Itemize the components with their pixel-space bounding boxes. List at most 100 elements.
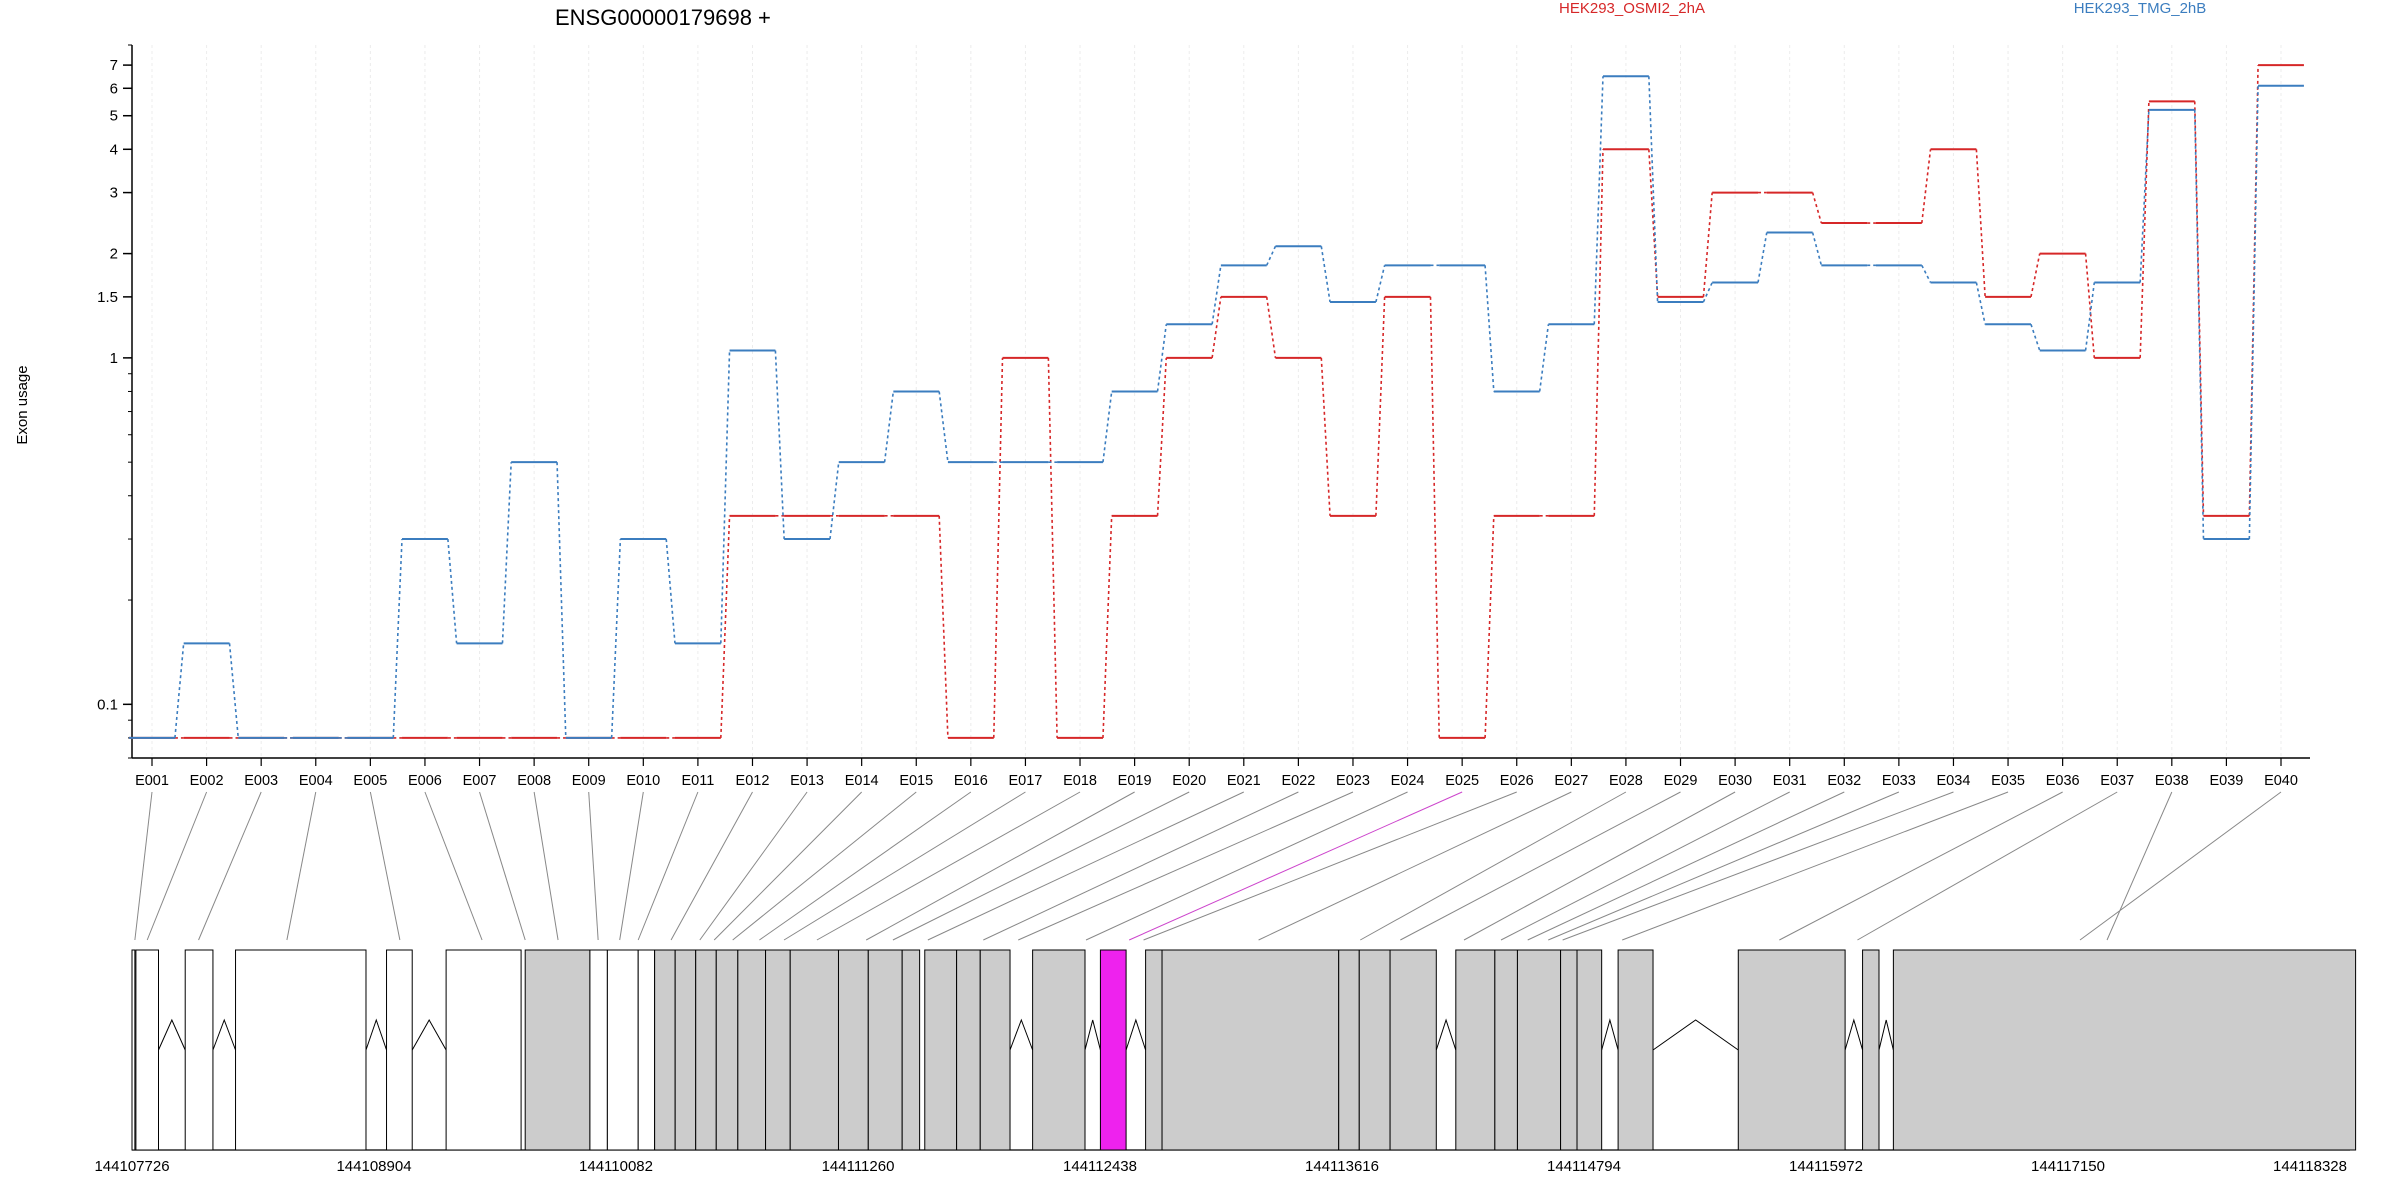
exon-connector bbox=[146, 791, 208, 941]
x-tick-label: E032 bbox=[1827, 773, 1861, 789]
exon-block bbox=[715, 949, 739, 1151]
exon-connector bbox=[1500, 791, 1790, 941]
exon-connector bbox=[1779, 791, 2063, 941]
x-tick-label: E007 bbox=[463, 773, 497, 789]
exon-connector bbox=[1128, 791, 1463, 941]
series-connector bbox=[1429, 296, 1441, 738]
x-tick-label: E015 bbox=[899, 773, 933, 789]
series-connector bbox=[2030, 324, 2041, 351]
series-connector bbox=[2030, 253, 2041, 298]
exon-block bbox=[637, 949, 656, 1151]
x-tick-label: E025 bbox=[1445, 773, 1479, 789]
exon-connector bbox=[1857, 791, 2118, 941]
y-tick-label: 5 bbox=[110, 108, 118, 125]
exon-connector bbox=[1562, 791, 1954, 941]
series-connector bbox=[1757, 232, 1768, 283]
exon-block bbox=[901, 949, 921, 1151]
series-connector bbox=[1593, 76, 1604, 325]
exon-connector bbox=[198, 791, 262, 941]
exon-connector bbox=[865, 791, 1135, 941]
exon-block bbox=[1576, 949, 1603, 1151]
series-connector bbox=[992, 357, 1004, 738]
x-tick-label: E010 bbox=[626, 773, 660, 789]
exon-block bbox=[867, 949, 903, 1151]
x-tick-label: E001 bbox=[135, 773, 169, 789]
series-connector bbox=[1648, 149, 1659, 297]
exon-connector bbox=[1527, 791, 1845, 941]
series-connector bbox=[1156, 324, 1168, 392]
x-tick-label: E012 bbox=[736, 773, 770, 789]
y-tick-label: 1.5 bbox=[97, 289, 118, 306]
series-connector bbox=[447, 538, 458, 644]
series-connector bbox=[1375, 296, 1386, 516]
exon-block bbox=[1560, 949, 1578, 1151]
exon-block bbox=[589, 949, 608, 1151]
exon-connector bbox=[783, 791, 1026, 941]
x-tick-label: E011 bbox=[681, 773, 714, 789]
exon-block bbox=[1737, 949, 1846, 1151]
exon-connector bbox=[759, 791, 972, 941]
series-connector bbox=[1484, 515, 1495, 738]
series-connector bbox=[1047, 357, 1058, 738]
x-tick-label: E006 bbox=[408, 773, 442, 789]
x-tick-label: E004 bbox=[299, 773, 333, 789]
series-connector bbox=[1102, 391, 1113, 463]
exon-connector bbox=[1463, 791, 1736, 941]
exon-connector bbox=[1143, 791, 1517, 941]
genomic-tick-label: 144118328 bbox=[2273, 1158, 2347, 1175]
genomic-tick-label: 144115972 bbox=[1789, 1158, 1863, 1175]
x-tick-label: E039 bbox=[2209, 773, 2243, 789]
exon-block bbox=[184, 949, 214, 1151]
exon-block bbox=[695, 949, 717, 1151]
exon-connector bbox=[983, 791, 1299, 941]
exon-block bbox=[1455, 949, 1496, 1151]
intron-line bbox=[1084, 1019, 1101, 1051]
genomic-tick-label: 144108904 bbox=[336, 1158, 411, 1175]
x-tick-label: E038 bbox=[2155, 773, 2189, 789]
series-connector bbox=[1211, 296, 1222, 358]
series-connector bbox=[1265, 296, 1277, 358]
intron-line bbox=[1435, 1018, 1457, 1051]
series-connector bbox=[774, 350, 785, 540]
exon-connector bbox=[369, 791, 401, 941]
x-tick-label: E040 bbox=[2264, 773, 2298, 789]
x-tick-label: E023 bbox=[1336, 773, 1370, 789]
exon-connector bbox=[619, 791, 644, 941]
exon-connector bbox=[533, 791, 559, 941]
series-connector bbox=[610, 538, 622, 738]
series-connector bbox=[1538, 324, 1550, 392]
series-connector bbox=[1648, 76, 1659, 303]
x-tick-label: E002 bbox=[190, 773, 224, 789]
series-connector bbox=[1593, 149, 1604, 516]
x-tick-label: E019 bbox=[1118, 773, 1152, 789]
series-connector bbox=[1702, 192, 1713, 297]
series-connector bbox=[1375, 265, 1386, 303]
exon-connector bbox=[1085, 791, 1408, 941]
x-tick-label: E030 bbox=[1718, 773, 1752, 789]
exon-connector bbox=[424, 791, 483, 941]
x-tick-label: E003 bbox=[244, 773, 278, 789]
exon-block bbox=[674, 949, 697, 1151]
series-connector bbox=[1702, 282, 1713, 303]
x-tick-label: E029 bbox=[1664, 773, 1698, 789]
series-connector bbox=[1811, 232, 1823, 266]
exon-connector bbox=[670, 791, 753, 941]
x-tick-label: E016 bbox=[954, 773, 988, 789]
exon-connector bbox=[699, 791, 808, 941]
exon-block bbox=[1862, 949, 1880, 1151]
exon-connector bbox=[816, 791, 1081, 941]
series-connector bbox=[1484, 265, 1495, 392]
series-group bbox=[129, 75, 2304, 739]
series-connector bbox=[1975, 149, 1986, 297]
series-connector bbox=[1156, 357, 1168, 516]
series-connector bbox=[1320, 357, 1331, 516]
exon-block bbox=[1494, 949, 1518, 1151]
exon-connector bbox=[2106, 791, 2173, 941]
series-connector bbox=[2084, 282, 2096, 351]
genomic-tick-label: 144112438 bbox=[1063, 1158, 1137, 1175]
x-tick-label: E020 bbox=[1172, 773, 1206, 789]
genomic-tick-label: 144110082 bbox=[579, 1158, 653, 1175]
intron-line bbox=[1125, 1018, 1147, 1051]
exon-connector bbox=[134, 791, 153, 941]
